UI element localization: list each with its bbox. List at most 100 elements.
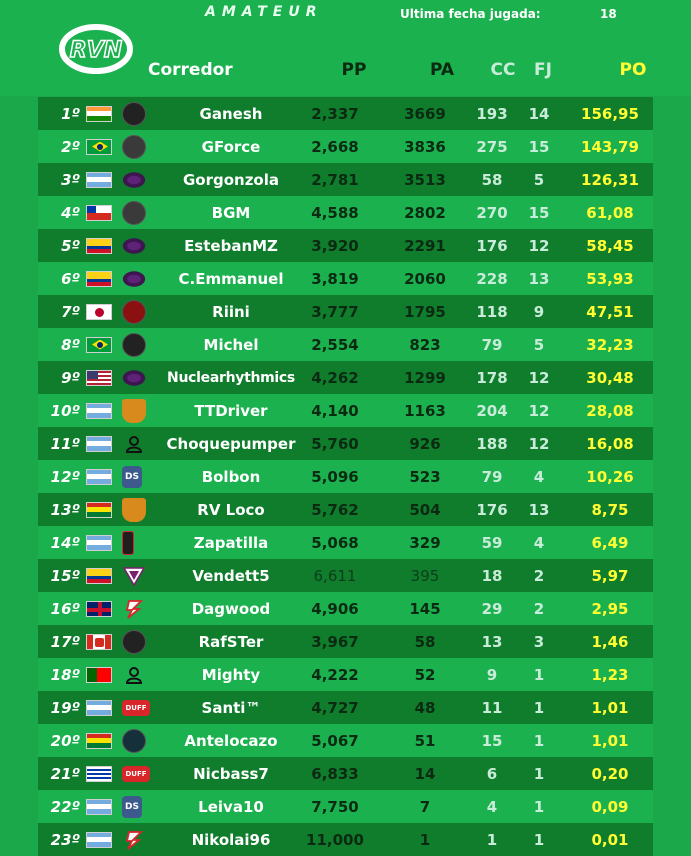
driver-name: Antelocazo <box>184 731 278 750</box>
cc-value: 58 <box>481 170 503 189</box>
position-label: 18º <box>50 665 80 684</box>
cc-value: 228 <box>476 269 508 288</box>
pp-value: 2,781 <box>311 170 359 189</box>
pp-value: 3,967 <box>311 632 359 651</box>
pa-value: 504 <box>409 500 441 519</box>
fj-value: 12 <box>528 401 550 420</box>
pp-value: 4,727 <box>311 698 359 717</box>
position-label: 3º <box>61 170 80 189</box>
header-bar: RVN AMATEUR Ultima fecha jugada: 18 Corr… <box>0 0 691 96</box>
cc-value: 11 <box>481 698 503 717</box>
fj-value: 12 <box>528 236 550 255</box>
purple-team-icon <box>122 267 146 291</box>
fj-value: 1 <box>533 698 545 717</box>
driver-name: EstebanMZ <box>184 236 278 255</box>
pa-value: 7 <box>419 797 431 816</box>
fj-value: 1 <box>533 764 545 783</box>
cc-value: 204 <box>476 401 508 420</box>
table-row: 9º Nuclearhythmics 4,262 1299 178 12 30,48 <box>38 361 653 394</box>
cc-value: 193 <box>476 104 508 123</box>
position-label: 8º <box>61 335 80 354</box>
table-row: 18º Mighty 4,222 52 9 1 1,23 <box>38 658 653 691</box>
driver-name: Vendett5 <box>192 566 270 585</box>
table-row: 19º DUFF Santi™ 4,727 48 11 1 1,01 <box>38 691 653 724</box>
po-value: 0,09 <box>591 797 629 816</box>
chile-flag-icon <box>86 204 112 221</box>
pp-value: 2,668 <box>311 137 359 156</box>
argentina-flag-icon <box>86 798 112 815</box>
fj-value: 12 <box>528 368 550 387</box>
cc-value: 79 <box>481 467 503 486</box>
table-row: 17º RafSTer 3,967 58 13 3 1,46 <box>38 625 653 658</box>
cc-value: 6 <box>486 764 498 783</box>
shield-team-icon <box>122 398 146 423</box>
position-label: 10º <box>50 401 80 420</box>
po-value: 2,95 <box>591 599 629 618</box>
pp-value: 5,760 <box>311 434 359 453</box>
pp-value: 4,906 <box>311 599 359 618</box>
table-row: 16º Dagwood 4,906 145 29 2 2,95 <box>38 592 653 625</box>
po-value: 61,08 <box>586 203 634 222</box>
po-value: 156,95 <box>581 104 639 123</box>
column-header-po: PO <box>619 60 647 80</box>
colombia-flag-icon <box>86 567 112 584</box>
po-value: 28,08 <box>586 401 634 420</box>
po-value: 0,20 <box>591 764 629 783</box>
position-label: 12º <box>50 467 80 486</box>
driver-name: Michel <box>203 335 259 354</box>
driver-name: Mighty <box>201 665 261 684</box>
driver-name: GForce <box>201 137 261 156</box>
pa-value: 1 <box>419 830 431 849</box>
position-label: 1º <box>61 104 80 123</box>
cc-value: 1 <box>486 830 498 849</box>
pa-value: 48 <box>414 698 436 717</box>
fj-value: 3 <box>533 632 545 651</box>
skull-team-icon <box>122 629 146 654</box>
po-value: 58,45 <box>586 236 634 255</box>
fj-value: 2 <box>533 599 545 618</box>
bolivia-flag-icon <box>86 501 112 518</box>
position-label: 14º <box>50 533 80 552</box>
india-flag-icon <box>86 105 112 122</box>
mask-team-icon <box>122 134 146 159</box>
pa-value: 3836 <box>404 137 446 156</box>
cc-value: 29 <box>481 599 503 618</box>
table-row: 4º BGM 4,588 2802 270 15 61,08 <box>38 196 653 229</box>
pa-value: 51 <box>414 731 436 750</box>
last-date-label: Ultima fecha jugada: <box>400 7 541 21</box>
pa-value: 395 <box>410 566 440 585</box>
cc-value: 4 <box>486 797 498 816</box>
position-label: 7º <box>61 302 80 321</box>
pa-value: 523 <box>409 467 441 486</box>
cc-value: 270 <box>476 203 508 222</box>
pa-value: 3513 <box>404 170 446 189</box>
fj-value: 9 <box>533 302 545 321</box>
purple-team-icon <box>122 234 146 258</box>
po-value: 10,26 <box>586 467 634 486</box>
table-row: 23º Nikolai96 11,000 1 1 1 0,01 <box>38 823 653 856</box>
shield-team-icon <box>122 497 146 522</box>
argentina-flag-icon <box>86 402 112 419</box>
pp-value: 6,833 <box>311 764 359 783</box>
po-value: 32,23 <box>586 335 634 354</box>
bale-team-icon <box>122 530 134 555</box>
portugal-flag-icon <box>86 666 112 683</box>
cc-value: 188 <box>476 434 508 453</box>
driver-name: Choquepumper <box>166 434 296 453</box>
swirl-team-icon <box>122 597 146 621</box>
table-row: 3º Gorgonzola 2,781 3513 58 5 126,31 <box>38 163 653 196</box>
cc-value: 275 <box>476 137 508 156</box>
position-label: 20º <box>50 731 80 750</box>
po-value: 5,97 <box>591 566 629 585</box>
fj-value: 5 <box>533 335 545 354</box>
argentina-flag-icon <box>86 171 112 188</box>
pa-value: 3669 <box>404 104 446 123</box>
purple-team-icon <box>122 366 146 390</box>
column-header-fj: FJ <box>534 60 552 80</box>
po-value: 143,79 <box>581 137 639 156</box>
fj-value: 4 <box>533 467 545 486</box>
driver-name: C.Emmanuel <box>178 269 284 288</box>
driver-name: Nicbass7 <box>193 764 269 783</box>
pa-value: 823 <box>409 335 441 354</box>
rebels-team-icon <box>122 299 146 324</box>
